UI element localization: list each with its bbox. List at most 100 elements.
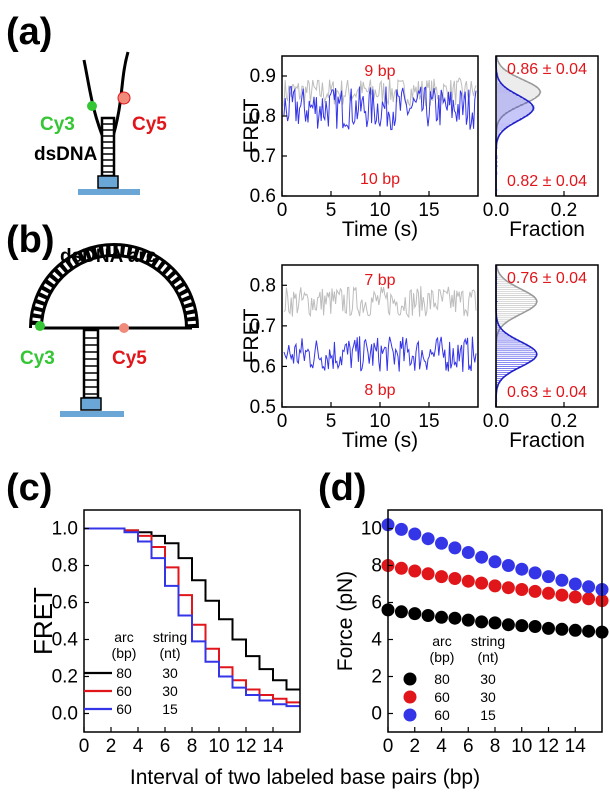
legend-string-value: 30 <box>480 671 496 687</box>
legend-unit-string: (nt) <box>478 649 499 665</box>
y-tick-label: 0.6 <box>250 186 276 207</box>
force-point <box>582 580 596 594</box>
force-point <box>448 541 462 555</box>
chart-a-fret-histogram: 0.0 0.2 0.86 ± 0.04 0.82 ± 0.04 Fraction <box>483 55 599 241</box>
force-point <box>394 522 408 536</box>
force-point <box>568 623 582 637</box>
chart-a-fret-trace: 0 5 10 15 0.6 0.7 0.8 0.9 9 bp 10 bp Time (s) FRET <box>240 55 479 241</box>
panel-label-d: (d) <box>318 467 367 509</box>
legend-string-value: 30 <box>162 665 178 681</box>
legend-string-value: 15 <box>162 701 178 717</box>
y-tick-label: 0.7 <box>250 146 276 167</box>
legend-string-value: 30 <box>162 683 178 699</box>
x-tick-label: 0.0 <box>483 200 509 221</box>
legend-arc-value: 60 <box>116 701 132 717</box>
legend-unit-string: (nt) <box>160 645 181 661</box>
legend-marker <box>403 672 417 686</box>
force-point <box>394 605 408 619</box>
legend-unit-arc: (bp) <box>112 645 137 661</box>
force-point <box>528 620 542 633</box>
cy3-label: Cy3 <box>20 348 55 369</box>
x-tick-label: 0.2 <box>551 200 577 221</box>
legend-header-string: string <box>471 633 505 649</box>
force-point <box>475 576 489 590</box>
arc-label: dsDNA arc <box>60 246 157 267</box>
x-tick-label: 14 <box>262 736 284 757</box>
force-point <box>555 573 569 587</box>
legend-header-arc: arc <box>114 629 133 645</box>
force-point <box>488 616 502 630</box>
lower-peak-annotation: 0.63 ± 0.04 <box>507 384 587 401</box>
force-point <box>408 564 422 578</box>
force-point <box>542 621 555 635</box>
force-point <box>488 579 502 593</box>
force-point <box>542 570 555 584</box>
force-point <box>408 527 422 541</box>
force-point <box>421 609 435 622</box>
fret-step-curve <box>84 527 300 708</box>
y-tick-label: 0.0 <box>52 704 78 725</box>
cy5-label: Cy5 <box>132 114 167 135</box>
fret-step-curve <box>84 527 300 704</box>
x-tick-label: 5 <box>326 200 337 221</box>
y-tick-label: 6 <box>371 593 382 614</box>
upper-bp-annotation: 7 bp <box>364 272 395 289</box>
x-tick-label: 0.2 <box>551 411 577 432</box>
biotin-anchor <box>97 175 119 189</box>
force-point <box>501 581 515 595</box>
x-tick-label: 0.0 <box>483 411 509 432</box>
dsdna-label: dsDNA <box>34 144 98 165</box>
legend-header-arc: arc <box>432 633 451 649</box>
x-tick-label: 5 <box>326 411 337 432</box>
schematic-a: Cy3 Cy5 dsDNA <box>34 51 167 195</box>
force-point <box>568 590 582 604</box>
upper-peak-annotation: 0.76 ± 0.04 <box>507 270 587 287</box>
y-tick-label: 8 <box>371 556 382 577</box>
x-axis-label: Time (s) <box>342 218 418 241</box>
force-point <box>568 577 582 591</box>
y-tick-label: 0.6 <box>250 356 276 377</box>
y-tick-label: 4 <box>371 630 382 651</box>
lower-bp-annotation: 8 bp <box>364 382 395 399</box>
upper-bp-annotation: 9 bp <box>364 63 395 80</box>
x-tick-label: 0 <box>383 736 394 757</box>
panel-label-c: (c) <box>6 467 52 509</box>
dsdna-stem <box>82 328 100 400</box>
y-tick-label: 0.9 <box>250 66 276 87</box>
force-point <box>448 611 462 625</box>
schematic-b: dsDNA arc Cy3 Cy5 <box>20 243 199 417</box>
cy5-label: Cy5 <box>112 348 147 369</box>
dsdna-helix <box>100 116 116 178</box>
x-tick-label: 12 <box>235 736 256 757</box>
x-axis-label: Fraction <box>509 218 585 241</box>
legend-arc-value: 80 <box>434 671 450 687</box>
x-tick-label: 6 <box>160 736 171 757</box>
cy3-label: Cy3 <box>40 114 75 135</box>
force-point <box>394 561 408 575</box>
chart-b-fret-trace: 0 5 10 15 0.5 0.6 0.7 0.8 7 bp 8 bp Time (s) FRET <box>240 264 479 452</box>
x-axis-label: Fraction <box>509 429 585 452</box>
x-tick-label: 4 <box>436 736 447 757</box>
force-point <box>461 574 475 588</box>
lower-bp-annotation: 10 bp <box>360 171 400 188</box>
lower-peak-annotation: 0.82 ± 0.04 <box>507 173 587 190</box>
y-axis-label: FRET <box>240 308 263 363</box>
fret-trace-gray <box>283 286 477 319</box>
plot-frame <box>495 55 599 197</box>
force-point <box>408 607 422 621</box>
y-tick-label: 0.8 <box>52 556 78 577</box>
y-axis-label: FRET <box>240 98 263 153</box>
force-point <box>421 532 435 546</box>
force-point <box>528 566 542 580</box>
stem-rungs <box>84 337 98 395</box>
legend-arc-value: 60 <box>434 707 450 723</box>
force-point <box>435 536 448 550</box>
x-tick-label: 10 <box>369 200 390 221</box>
x-tick-label: 15 <box>418 411 439 432</box>
x-tick-label: 15 <box>418 200 439 221</box>
x-tick-label: 12 <box>538 736 559 757</box>
y-tick-label: 2 <box>371 667 382 688</box>
x-tick-label: 14 <box>565 736 587 757</box>
